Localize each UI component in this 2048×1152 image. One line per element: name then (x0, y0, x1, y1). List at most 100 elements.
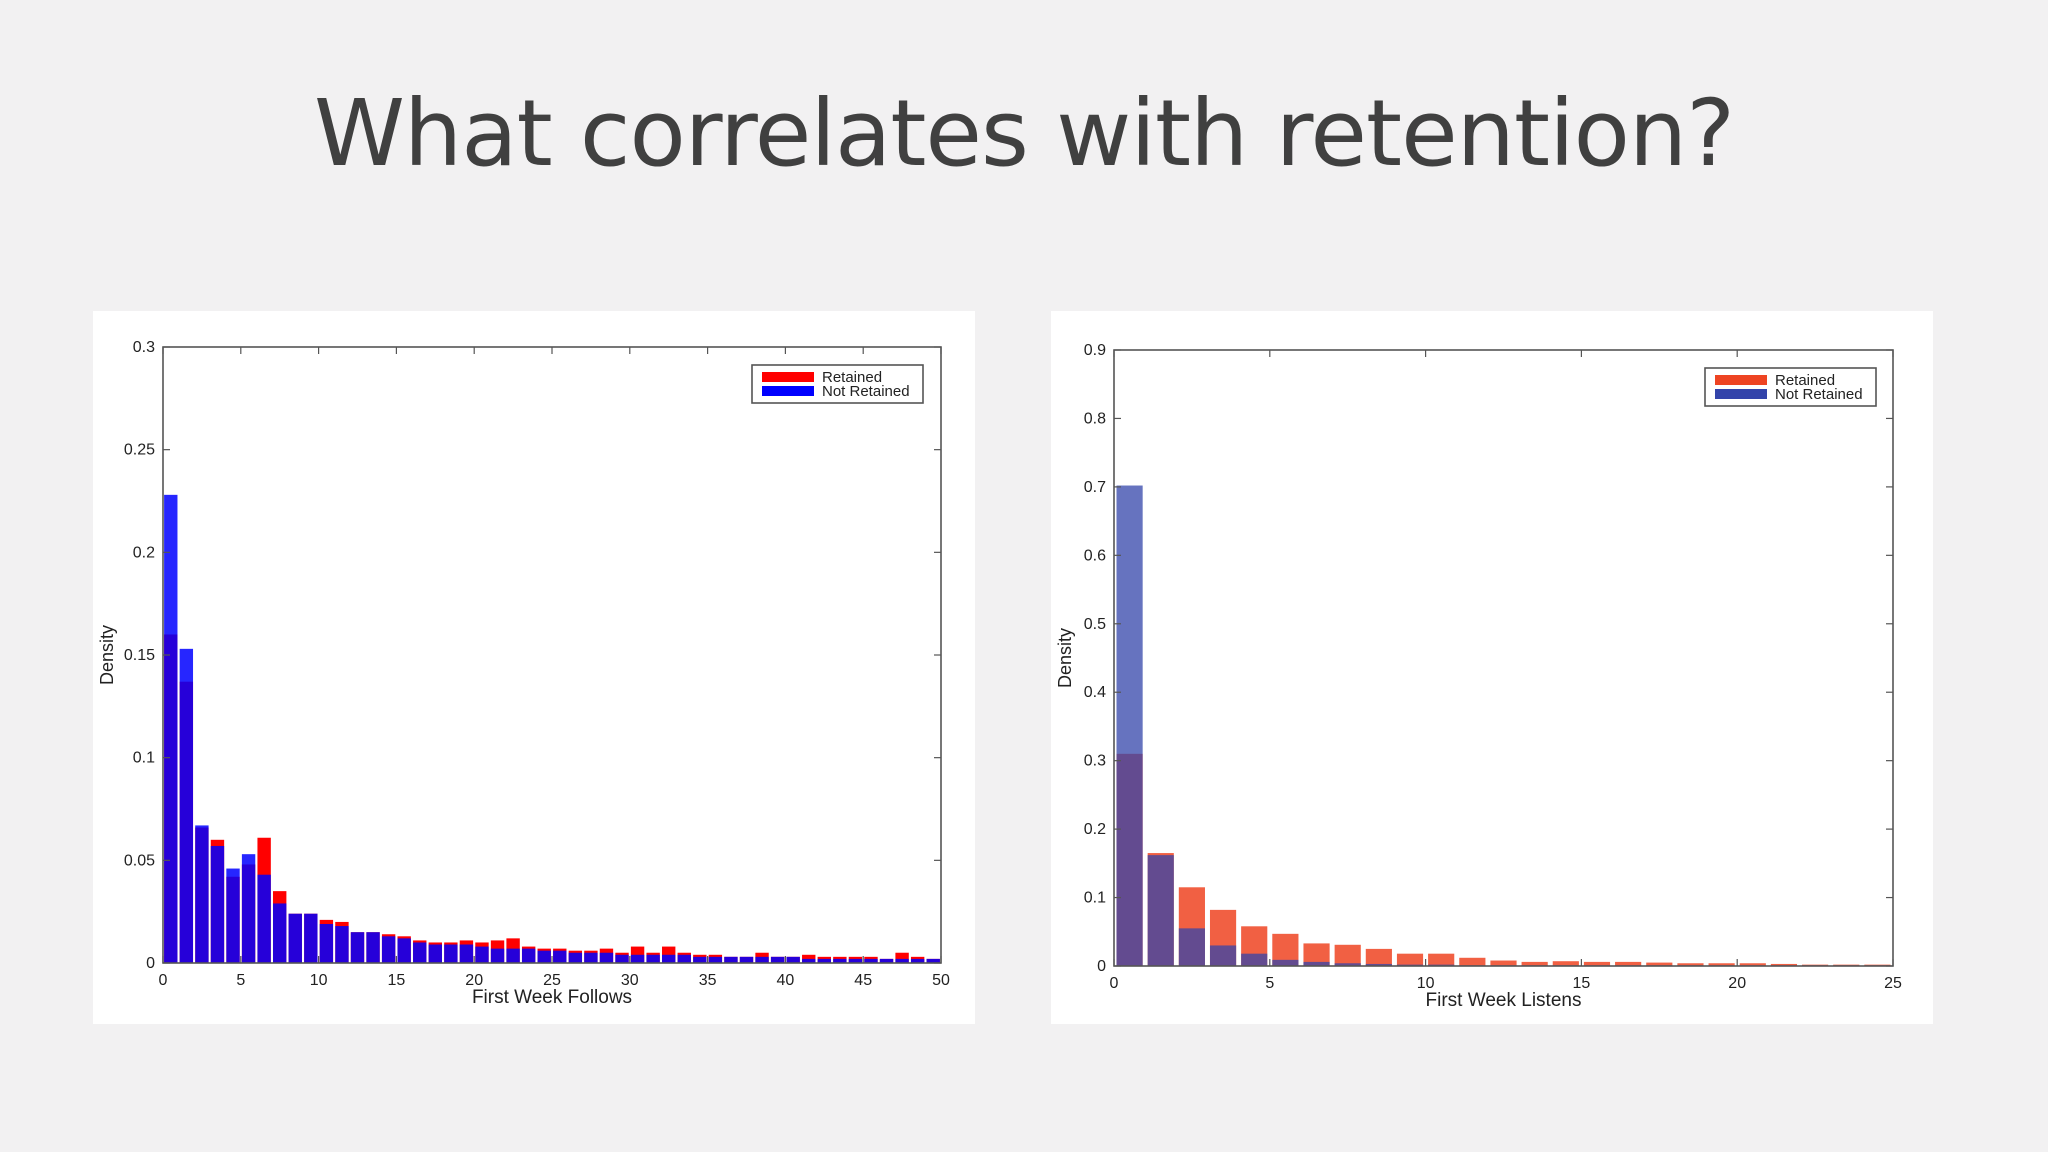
y-tick-label: 0.05 (124, 852, 155, 869)
bar-not-retained-42 (817, 958, 831, 963)
bar-not-retained-4 (226, 868, 240, 963)
legend-label-not-retained: Not Retained (822, 383, 910, 400)
x-tick-label: 15 (1573, 975, 1591, 992)
x-tick-label: 25 (543, 972, 561, 989)
bar-not-retained-1 (1147, 855, 1174, 966)
bar-not-retained-6 (257, 874, 271, 963)
bar-not-retained-24 (537, 950, 551, 963)
legend-swatch-retained (1715, 375, 1767, 385)
bar-not-retained-3 (210, 845, 225, 963)
bar-not-retained-8 (1365, 963, 1392, 966)
bar-not-retained-14 (381, 936, 396, 963)
x-tick-label: 0 (159, 972, 168, 989)
bar-not-retained-49 (926, 958, 940, 963)
bar-not-retained-36 (724, 956, 738, 963)
bar-not-retained-38 (755, 956, 769, 963)
y-tick-label: 0.7 (1084, 479, 1106, 496)
bar-not-retained-21 (490, 948, 505, 963)
bar-not-retained-25 (553, 950, 567, 963)
bar-not-retained-10 (319, 923, 334, 963)
plot-frame (162, 346, 942, 964)
bar-retained-12 (1490, 960, 1517, 966)
bar-retained-16 (1615, 961, 1642, 966)
y-tick-label: 0.3 (1084, 753, 1106, 770)
bar-not-retained-5 (241, 854, 256, 963)
follows-chart-panel: 0 5 10 15 20 25 30 35 40 45 50 0 0.05 0.1 0.15 0.2 0.25 0… (93, 311, 975, 1024)
bar-not-retained-13 (366, 932, 380, 963)
bar-not-retained-26 (568, 952, 583, 963)
bar-not-retained-46 (879, 958, 894, 963)
bar-not-retained-6 (1303, 961, 1330, 966)
y-tick-label: 0.2 (1084, 821, 1106, 838)
bar-not-retained-1 (179, 648, 194, 963)
y-tick-label: 0 (1097, 958, 1106, 975)
y-tick-label: 0.8 (1084, 410, 1106, 427)
bar-not-retained-7 (273, 903, 287, 963)
bar-not-retained-27 (584, 952, 598, 963)
bar-retained-9 (1396, 953, 1424, 966)
x-axis-label: First Week Follows (472, 987, 632, 1008)
bar-not-retained-0 (1116, 485, 1143, 966)
bar-retained-6 (1303, 943, 1330, 966)
bar-not-retained-39 (770, 956, 785, 963)
bar-not-retained-41 (802, 958, 816, 963)
bar-retained-14 (1552, 961, 1579, 966)
x-tick-label: 50 (932, 972, 950, 989)
bar-not-retained-33 (677, 954, 691, 963)
x-axis-label: First Week Listens (1426, 990, 1582, 1011)
bar-not-retained-19 (459, 944, 474, 963)
bar-not-retained-35 (708, 956, 723, 963)
bar-not-retained-31 (646, 954, 660, 963)
bar-not-retained-9 (304, 913, 318, 963)
y-tick-label: 0.6 (1084, 547, 1106, 564)
bar-retained-17 (1646, 962, 1673, 966)
bar-retained-18 (1677, 963, 1704, 966)
y-tick-label: 0.25 (124, 442, 155, 459)
listens-histogram: 0 5 10 15 20 25 0 0.1 0.2 0.3 0.4 0.5 0.6 0.7 0.8 0.9 Fi… (1055, 342, 1902, 1011)
bar-not-retained-5 (1272, 959, 1299, 966)
x-tick-label: 20 (1728, 975, 1746, 992)
bar-not-retained-3 (1209, 945, 1237, 966)
x-tick-label: 40 (777, 972, 795, 989)
bar-retained-7 (1334, 944, 1361, 966)
slide-title: What correlates with retention? (313, 80, 1735, 187)
bar-not-retained-40 (786, 956, 800, 963)
bar-retained-15 (1583, 961, 1611, 966)
y-tick-label: 0.1 (1084, 890, 1106, 907)
bar-retained-21 (1770, 963, 1798, 966)
y-tick-label: 0.5 (1084, 616, 1106, 633)
legend-swatch-not-retained (762, 386, 814, 396)
bar-not-retained-17 (428, 944, 442, 963)
y-tick-label: 0.1 (133, 750, 155, 767)
y-tick-label: 0.3 (133, 339, 155, 356)
bar-not-retained-23 (521, 948, 536, 963)
legend-label-not-retained: Not Retained (1775, 386, 1863, 403)
y-tick-label: 0.4 (1084, 684, 1106, 701)
bar-not-retained-11 (335, 926, 349, 963)
x-tick-label: 10 (310, 972, 328, 989)
x-tick-label: 30 (621, 972, 639, 989)
bar-not-retained-48 (910, 958, 925, 963)
bar-not-retained-0 (164, 494, 178, 963)
plot-frame (1113, 349, 1894, 967)
bar-not-retained-44 (848, 958, 863, 963)
bar-not-retained-47 (895, 958, 909, 963)
bar-not-retained-2 (195, 825, 209, 963)
bar-not-retained-15 (397, 938, 411, 963)
bar-not-retained-18 (444, 944, 458, 963)
bar-not-retained-37 (739, 956, 754, 963)
bar-not-retained-8 (288, 913, 302, 963)
bar-not-retained-30 (630, 954, 645, 963)
y-tick-label: 0.2 (133, 544, 155, 561)
x-tick-label: 5 (236, 972, 245, 989)
y-tick-label: 0.15 (124, 647, 155, 664)
y-tick-label: 0.9 (1084, 342, 1106, 359)
bar-retained-13 (1521, 961, 1548, 966)
follows-histogram: 0 5 10 15 20 25 30 35 40 45 50 0 0.05 0.1 0.15 0.2 0.25 0… (97, 339, 950, 1008)
x-tick-label: 20 (465, 972, 483, 989)
bar-retained-47 (895, 952, 909, 963)
legend-swatch-not-retained (1715, 389, 1767, 399)
y-axis-label: Density (1055, 628, 1075, 688)
bar-not-retained-34 (693, 956, 707, 963)
bar-not-retained-43 (833, 958, 847, 963)
